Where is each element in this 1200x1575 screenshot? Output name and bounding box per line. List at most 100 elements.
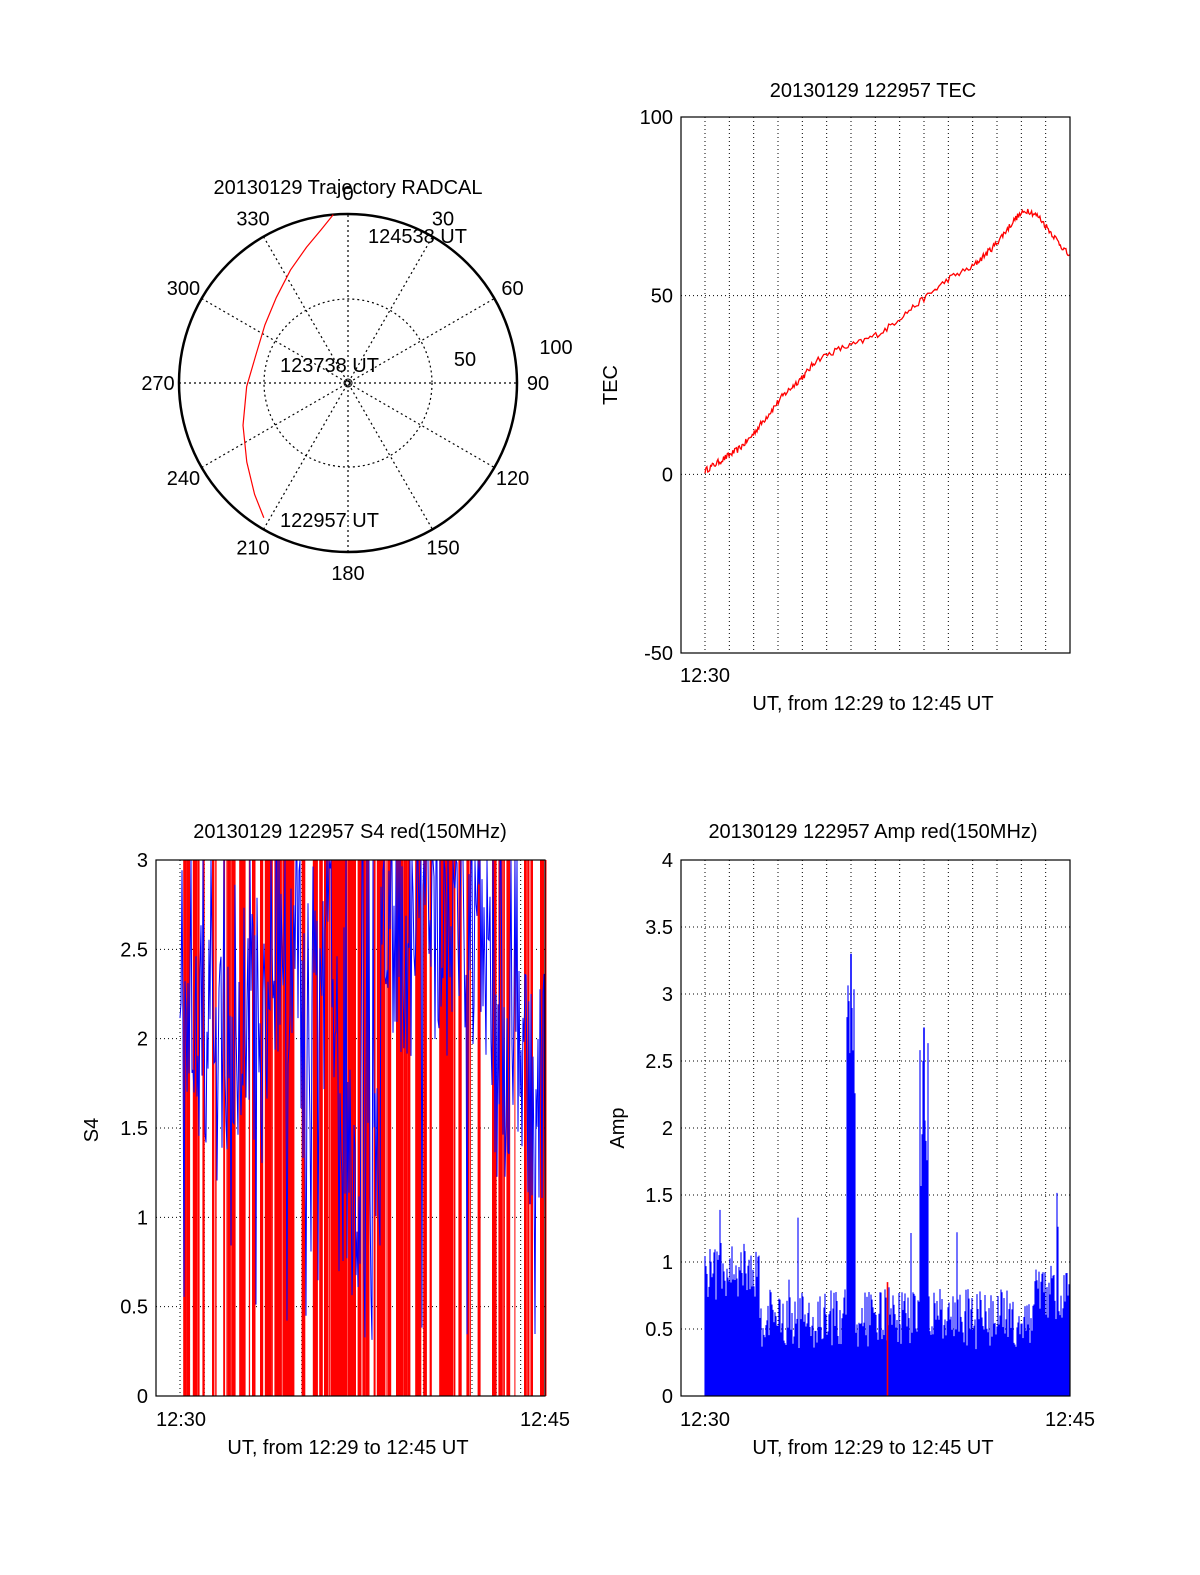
s4-red-bar [279, 860, 282, 1396]
s4-red-bar [389, 860, 392, 1396]
s4-red-bar [514, 860, 516, 1396]
polar-azimuth-label: 30 [432, 208, 454, 230]
amp-title: 20130129 122957 Amp red(150MHz) [708, 821, 1037, 843]
y-tick-label: 3 [662, 984, 673, 1006]
s4-red-bar [194, 860, 198, 1396]
s4-red-bar [477, 860, 481, 1396]
amp-axes-frame [680, 859, 1071, 1397]
s4-red-bar [314, 860, 318, 1396]
s4-red-bar [469, 860, 471, 1396]
s4-red-bar [242, 860, 246, 1396]
y-tick-label: -50 [644, 643, 673, 665]
s4-red-bar [319, 860, 323, 1396]
s4-red-bar [388, 860, 391, 1396]
s4-red-bar [503, 860, 505, 1396]
amp-plot: 20130129 122957 Amp red(150MHz) 0 0.5 1 1.5… [607, 821, 1095, 1459]
s4-red-bar [420, 860, 422, 1396]
s4-red-bar [276, 860, 279, 1396]
polar-azimuth-label: 270 [141, 373, 174, 395]
s4-red-bar [524, 860, 527, 1396]
s4-red-bar [248, 860, 251, 1396]
s4-red-bar [404, 860, 406, 1396]
y-tick-label: 100 [640, 107, 673, 129]
amp-bars [704, 953, 1070, 1396]
s4-red-bar [312, 860, 316, 1396]
s4-xlabel: UT, from 12:29 to 12:45 UT [227, 1437, 468, 1459]
s4-red-bar [365, 860, 370, 1396]
y-tick-label: 3 [137, 850, 148, 872]
y-tick-label: 0 [662, 464, 673, 486]
s4-red-bar [232, 860, 236, 1396]
polar-azimuth-label: 120 [496, 468, 529, 490]
s4-x-tick-label-end: 12:45 [520, 1409, 570, 1431]
polar-azimuth-label: 330 [236, 208, 269, 230]
s4-red-bar [500, 860, 503, 1396]
polar-azimuth-label: 180 [331, 563, 364, 585]
s4-red-bar [285, 860, 288, 1396]
s4-red-bar [373, 860, 376, 1396]
s4-red-bar [282, 860, 286, 1396]
s4-red-bar [231, 860, 234, 1396]
s4-red-bar [400, 860, 404, 1396]
y-tick-label: 1.5 [120, 1118, 148, 1140]
polar-azimuth-labels: 0 30 60 90 120 150 180 210 240 270 300 330 [141, 183, 549, 585]
polar-title: 20130129 Trajectory RADCAL [213, 177, 482, 199]
s4-red-bar [290, 860, 295, 1396]
s4-red-bar [396, 860, 399, 1396]
polar-azimuth-label: 150 [426, 538, 459, 560]
tec-ylabel: TEC [600, 365, 622, 405]
s4-red-bar [444, 860, 448, 1396]
s4-red-bar [266, 860, 269, 1396]
s4-red-bar [202, 860, 205, 1396]
s4-red-bar [458, 860, 462, 1396]
s4-title: 20130129 122957 S4 red(150MHz) [193, 821, 507, 843]
s4-red-bar [330, 860, 335, 1396]
s4-red-bar [440, 860, 445, 1396]
polar-spoke [262, 236, 434, 530]
tec-y-tick-labels: -50 0 50 100 [640, 107, 673, 665]
polar-azimuth-label: 60 [501, 278, 523, 300]
polar-azimuth-label: 90 [527, 373, 549, 395]
s4-red-bar [423, 860, 427, 1396]
tec-series-line [704, 208, 1071, 474]
tec-title: 20130129 122957 TEC [770, 80, 976, 102]
y-tick-label: 0.5 [645, 1319, 673, 1341]
polar-center-marker [343, 378, 353, 388]
s4-plot: 20130129 122957 S4 red(150MHz) 0 0.5 1 1.5 2… [81, 821, 570, 1459]
s4-red-bar [277, 860, 281, 1396]
s4-red-bar [188, 860, 190, 1396]
s4-red-bar [239, 860, 242, 1396]
y-tick-label: 1 [662, 1252, 673, 1274]
s4-red-bar [325, 860, 328, 1396]
polar-radial-label-100: 100 [539, 337, 572, 359]
polar-trajectory-plot: 20130129 Trajectory RADCAL 0 30 60 90 120 150… [141, 177, 572, 585]
tec-xlabel: UT, from 12:29 to 12:45 UT [752, 693, 993, 715]
polar-spoke [262, 236, 434, 530]
polar-azimuth-label: 240 [167, 468, 200, 490]
trajectory-line [242, 214, 334, 518]
s4-red-bar [234, 860, 236, 1396]
s4-red-bar [498, 860, 501, 1396]
s4-red-bar [544, 860, 547, 1396]
s4-red-bar [264, 860, 268, 1396]
y-tick-label: 0.5 [120, 1297, 148, 1319]
tec-grid [681, 116, 1070, 654]
s4-red-bar [541, 860, 545, 1396]
y-tick-label: 50 [651, 286, 673, 308]
polar-azimuth-label: 300 [167, 278, 200, 300]
trajectory-label-mid: 123738 UT [280, 355, 379, 377]
s4-red-bar [215, 860, 217, 1396]
tec-plot: 20130129 122957 TEC -50 0 50 100 12:30 UT, … [600, 80, 1071, 715]
s4-red-bar [228, 860, 231, 1396]
s4-red-bar [415, 860, 418, 1396]
s4-red-bar [405, 860, 408, 1396]
polar-azimuth-label: 210 [236, 538, 269, 560]
s4-red-bar [357, 860, 362, 1396]
s4-red-bar [386, 860, 388, 1396]
s4-red-bar [383, 860, 386, 1396]
s4-red-bar [328, 860, 330, 1396]
polar-radial-label-50: 50 [454, 349, 476, 371]
y-tick-label: 2.5 [645, 1051, 673, 1073]
tec-axes-frame [680, 116, 1071, 654]
